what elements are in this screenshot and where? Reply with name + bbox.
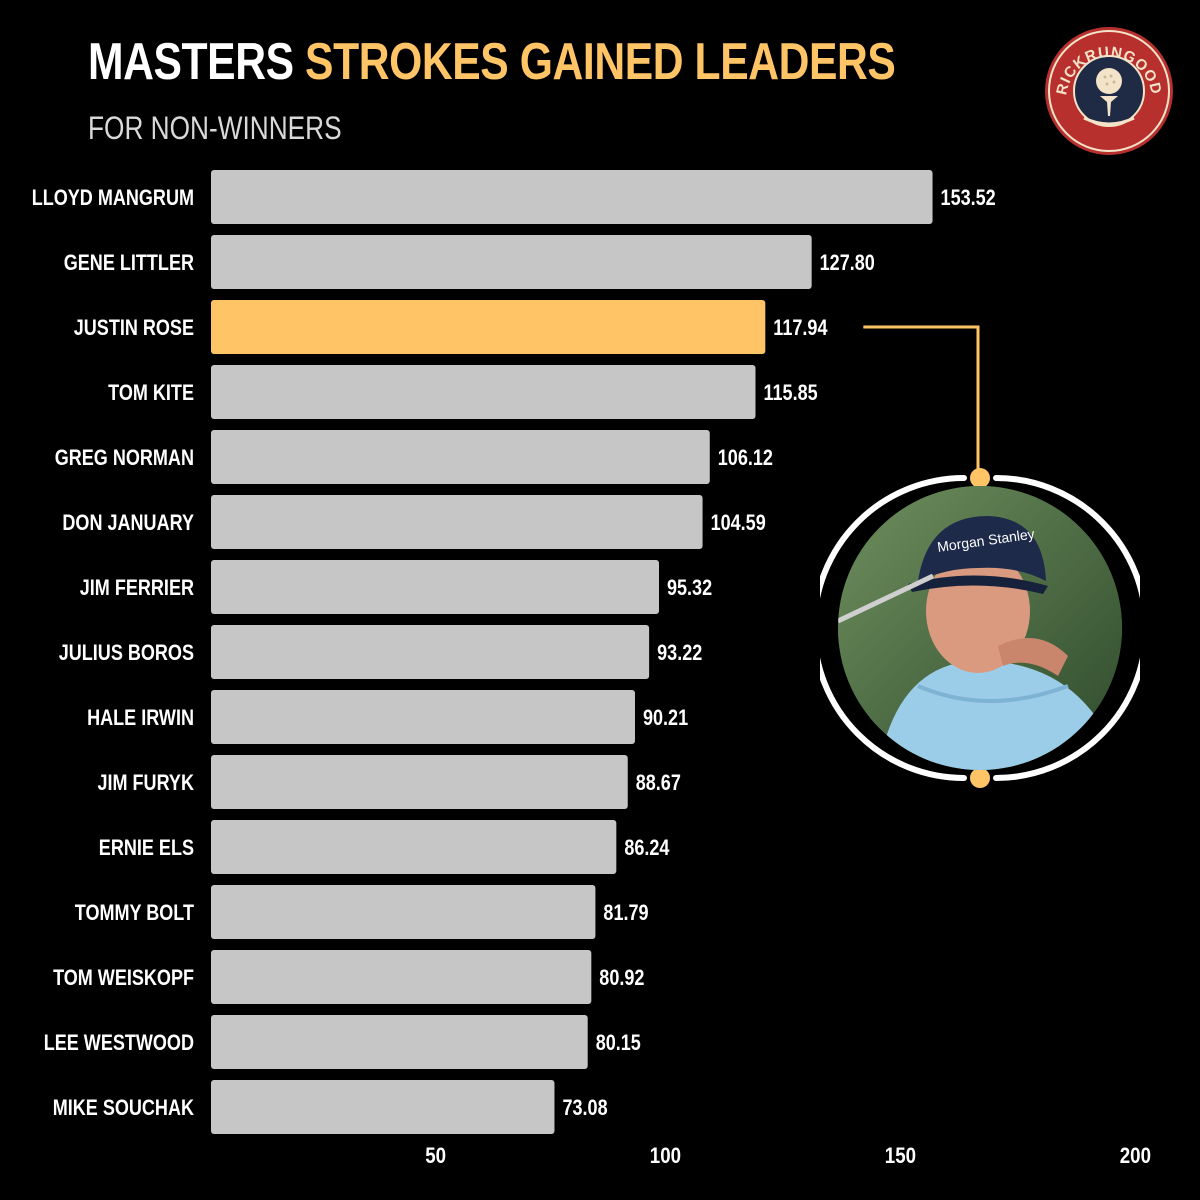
justin-rose-photo: Morgan Stanley	[838, 486, 1122, 770]
title-gold: STROKES GAINED LEADERS	[305, 33, 896, 91]
category-label: DON JANUARY	[62, 511, 194, 535]
category-label: LEE WESTWOOD	[44, 1031, 194, 1055]
category-label: JUSTIN ROSE	[74, 316, 194, 340]
photo-ring	[820, 468, 1140, 788]
bar	[211, 690, 635, 744]
x-tick-label: 150	[885, 1145, 916, 1169]
value-label: 73.08	[562, 1096, 607, 1120]
bar	[211, 495, 703, 549]
value-label: 88.67	[636, 771, 681, 795]
x-tick-label: 200	[1120, 1145, 1151, 1169]
category-label: GENE LITTLER	[64, 251, 195, 275]
category-label: TOMMY BOLT	[75, 901, 195, 925]
value-label: 104.59	[711, 511, 766, 535]
x-tick-label: 50	[425, 1145, 446, 1169]
bar	[211, 235, 812, 289]
bar	[211, 300, 766, 354]
value-label: 95.32	[667, 576, 712, 600]
bar	[211, 1015, 588, 1069]
player-photo: Morgan Stanley	[838, 486, 1122, 770]
value-label: 80.15	[596, 1031, 641, 1055]
rickrungood-logo: RICKRUNGOOD	[1045, 27, 1173, 155]
value-label: 106.12	[718, 446, 773, 470]
bar	[211, 365, 756, 419]
value-label: 81.79	[603, 901, 648, 925]
golf-ball-on-tee-icon	[1083, 68, 1135, 126]
bar	[211, 885, 596, 939]
bar	[211, 430, 710, 484]
value-label: 127.80	[820, 251, 875, 275]
category-label: LLOYD MANGRUM	[32, 186, 194, 210]
value-label: 86.24	[624, 836, 670, 860]
category-label: HALE IRWIN	[87, 706, 194, 730]
bar	[211, 950, 592, 1004]
value-label: 153.52	[941, 186, 996, 210]
bar	[211, 170, 933, 224]
value-label: 80.92	[599, 966, 644, 990]
ring-top-dot	[970, 468, 990, 488]
value-label: 93.22	[657, 641, 702, 665]
bar	[211, 755, 628, 809]
bar	[211, 820, 617, 874]
chart-title: MASTERS STROKES GAINED LEADERS	[88, 33, 896, 91]
chart-subtitle: FOR NON-WINNERS	[88, 110, 342, 146]
bar	[211, 625, 650, 679]
title-white: MASTERS	[88, 33, 294, 91]
ring-bottom-dot	[970, 768, 990, 788]
value-label: 115.85	[763, 381, 817, 405]
highlight-connector	[863, 325, 980, 478]
category-label: GREG NORMAN	[55, 446, 194, 470]
bar	[211, 560, 660, 614]
category-label: JIM FURYK	[97, 771, 194, 795]
value-label: 90.21	[643, 706, 688, 730]
x-tick-label: 100	[650, 1145, 681, 1169]
bar	[211, 1080, 555, 1134]
category-label: JIM FERRIER	[80, 576, 195, 600]
category-label: TOM KITE	[108, 381, 194, 405]
category-label: JULIUS BOROS	[59, 641, 194, 665]
value-label: 117.94	[773, 316, 828, 340]
category-label: ERNIE ELS	[99, 836, 194, 860]
category-label: MIKE SOUCHAK	[53, 1096, 195, 1120]
category-label: TOM WEISKOPF	[53, 966, 194, 990]
